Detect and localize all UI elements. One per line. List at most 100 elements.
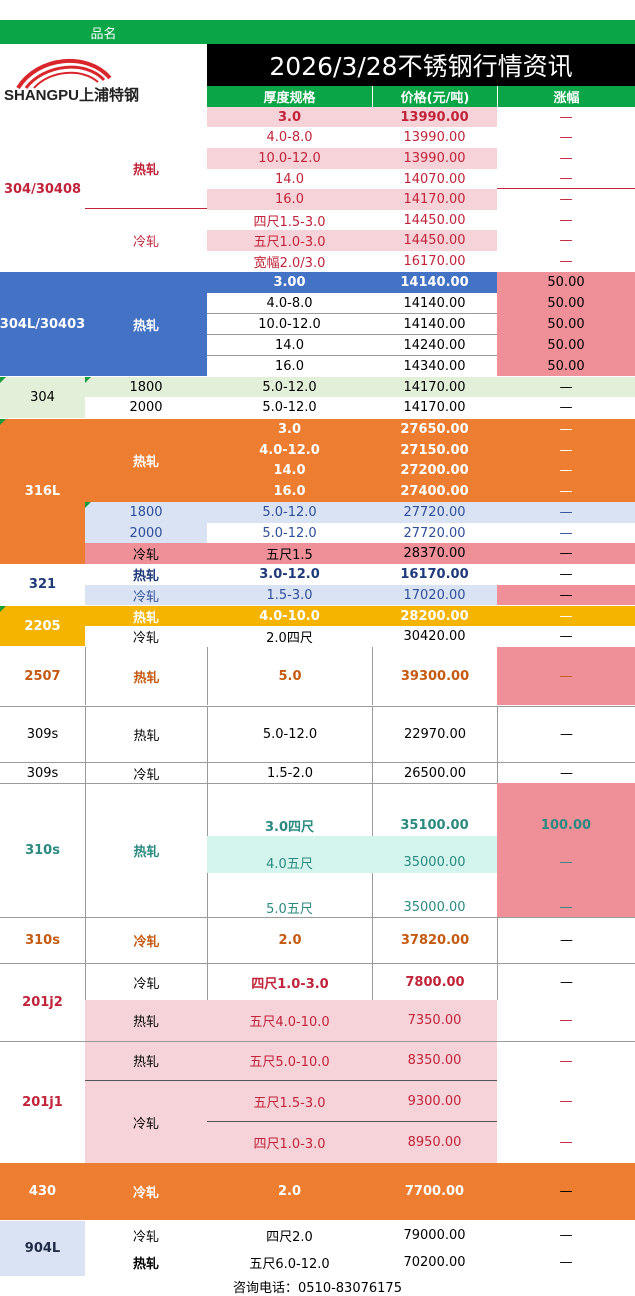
price-cell: 35000.00 [403, 855, 466, 870]
type-cell: 冷轧 [85, 917, 207, 963]
change-cell: — [559, 400, 573, 415]
change-cell: — [497, 502, 635, 523]
type-cell: 冷轧 [85, 963, 207, 1000]
spec-cell: 14.0 [275, 171, 304, 187]
price-cell: 39300.00 [372, 647, 497, 705]
grade-304-30408: 304/30408 [3, 181, 82, 197]
price-cell: 16170.00 [403, 253, 466, 269]
g430-bg [0, 1163, 635, 1220]
type-cell: 冷轧 [85, 543, 207, 564]
spec-cell: 1.5-3.0 [207, 585, 372, 605]
price-cell: 35000.00 [403, 899, 466, 915]
col-header-spec: 厚度规格 [207, 86, 372, 107]
change-cell: — [497, 706, 635, 762]
change-cell: 50.00 [497, 335, 635, 356]
change-cell: — [559, 151, 573, 166]
type-cell: 2000 [85, 523, 207, 543]
change-cell: — [497, 762, 635, 783]
type-cell: 冷轧 [85, 585, 207, 605]
change-cell: — [559, 1013, 573, 1028]
change-cell: — [497, 1041, 635, 1081]
change-cell: — [497, 963, 635, 1000]
grade-316l: 316L [0, 419, 85, 564]
type-cell: 冷轧 [132, 630, 159, 646]
spec-cell: 四尺2.0 [266, 1229, 313, 1245]
price-cell: 14450.00 [403, 212, 466, 228]
spec-cell: 3.0-12.0 [259, 567, 320, 582]
spec-cell: 16.0 [273, 484, 306, 499]
spec-cell: 3.0 [277, 422, 302, 437]
price-cell: 27200.00 [400, 463, 469, 478]
contact-footer: 咨询电话：0510-83076175 [233, 1280, 402, 1296]
spec-cell: 4.0-8.0 [266, 130, 313, 145]
price-cell: 79000.00 [403, 1227, 466, 1243]
spec-cell: 5.0-12.0 [207, 502, 372, 523]
price-cell: 14170.00 [372, 189, 497, 210]
change-cell: — [559, 1227, 573, 1243]
change-cell: — [559, 130, 573, 145]
price-cell: 7700.00 [404, 1184, 465, 1199]
price-cell: 13990.00 [372, 148, 497, 169]
type-cell: 2000 [129, 400, 163, 415]
price-cell: 17020.00 [372, 585, 497, 605]
spec-cell: 四尺1.5-3.0 [253, 214, 326, 230]
change-cell: — [559, 422, 573, 437]
g304l-left-bg [0, 272, 207, 376]
type-cell: 热轧 [132, 1257, 159, 1272]
grade-2205: 2205 [0, 606, 85, 646]
change-cell: — [497, 543, 635, 564]
change-cell: — [497, 917, 635, 963]
grade-310s: 310s [0, 783, 85, 917]
spec-cell: 宽幅2.0/3.0 [253, 255, 326, 271]
type-cell: 热轧 [85, 1000, 207, 1041]
header-pinming: 品名 [0, 20, 207, 44]
spec-cell: 五尺1.0-3.0 [207, 230, 372, 251]
change-cell: 50.00 [497, 314, 635, 335]
spec-cell: 10.0-12.0 [207, 148, 372, 169]
change-col-bg [497, 783, 635, 917]
type-hot: 热轧 [85, 128, 207, 209]
price-cell: 37820.00 [372, 917, 497, 963]
spec-cell: 5.0-12.0 [207, 377, 372, 397]
price-cell: 30420.00 [403, 628, 466, 644]
change-cell: — [559, 253, 573, 269]
change-cell: 50.00 [497, 272, 635, 293]
price-cell: 27150.00 [400, 442, 469, 458]
price-cell: 9300.00 [372, 1081, 497, 1122]
grade-201j1: 201j1 [0, 1041, 85, 1163]
type-cell: 冷轧 [132, 1229, 159, 1245]
g201j1-bg [85, 1041, 497, 1163]
spec-cell: 四尺1.0-3.0 [207, 963, 372, 1000]
price-cell: 27720.00 [403, 525, 466, 541]
spec-cell: 2.0 [207, 917, 372, 963]
price-cell: 7800.00 [372, 963, 497, 1000]
spec-cell: 五尺4.0-10.0 [207, 1000, 372, 1041]
grade-321: 321 [28, 577, 57, 592]
change-cell: 50.00 [497, 293, 635, 314]
spec-cell: 4.0-10.0 [207, 606, 372, 626]
grade-309s: 309s [0, 762, 85, 783]
type-hot: 热轧 [132, 318, 159, 334]
change-cell: — [559, 525, 573, 541]
type-hot: 热轧 [132, 455, 159, 470]
price-cell: 14140.00 [372, 293, 497, 314]
type-cold: 冷轧 [132, 1116, 159, 1132]
spec-cell: 四尺1.0-3.0 [253, 1137, 326, 1152]
price-cell: 27650.00 [400, 422, 469, 437]
change-cell: — [559, 442, 573, 458]
change-cell: — [559, 463, 573, 478]
spec-cell: 4.0五尺 [266, 857, 313, 872]
change-cell: — [559, 109, 573, 125]
spec-cell: 五尺6.0-12.0 [249, 1257, 330, 1272]
change-cell: 100.00 [540, 818, 592, 833]
logo: SHANGPU上浦特钢 [0, 44, 207, 107]
price-cell: 28200.00 [372, 606, 497, 626]
spec-cell: 5.0-12.0 [262, 400, 317, 415]
change-cell: — [559, 1255, 573, 1270]
change-cell: — [559, 192, 573, 207]
spec-cell: 5.0-12.0 [207, 706, 372, 762]
spec-cell: 14.0 [207, 335, 372, 356]
change-cell: — [559, 484, 573, 499]
spec-cell: 3.0四尺 [264, 820, 315, 835]
logo-text: SHANGPU上浦特钢 [4, 87, 140, 104]
